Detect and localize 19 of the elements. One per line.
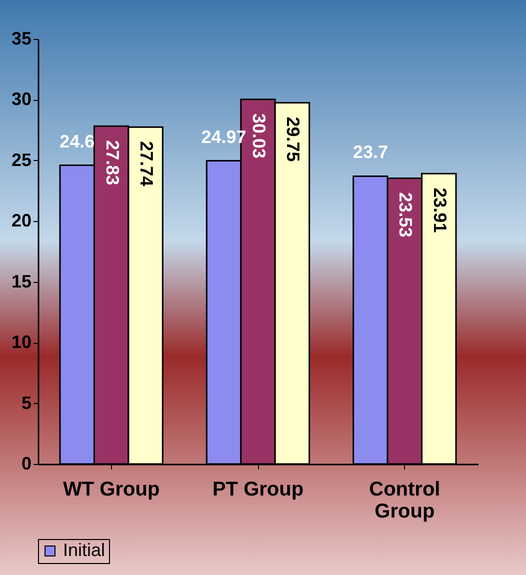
x-tick-label: WT Group — [63, 478, 160, 500]
data-label: 29.75 — [283, 116, 304, 162]
y-tick-label: 35 — [11, 28, 32, 48]
legend-label: Initial — [63, 540, 106, 560]
data-label: 23.91 — [430, 188, 450, 233]
data-label: 23.7 — [352, 142, 388, 162]
y-tick-label: 10 — [11, 332, 32, 352]
y-tick-label: 15 — [11, 271, 32, 292]
y-tick-label: 0 — [21, 454, 32, 474]
data-label: 23.53 — [396, 192, 416, 238]
x-tick-label: PT Group — [212, 478, 304, 500]
data-label: 27.83 — [102, 140, 122, 186]
data-label: 27.74 — [136, 141, 157, 186]
y-tick-label: 5 — [21, 392, 32, 413]
y-tick-label: 20 — [11, 210, 32, 231]
y-tick-label: 25 — [11, 150, 32, 170]
x-tick-label: Control Group — [369, 478, 440, 522]
y-tick-label: 30 — [11, 89, 32, 110]
data-label: 30.03 — [249, 113, 269, 158]
